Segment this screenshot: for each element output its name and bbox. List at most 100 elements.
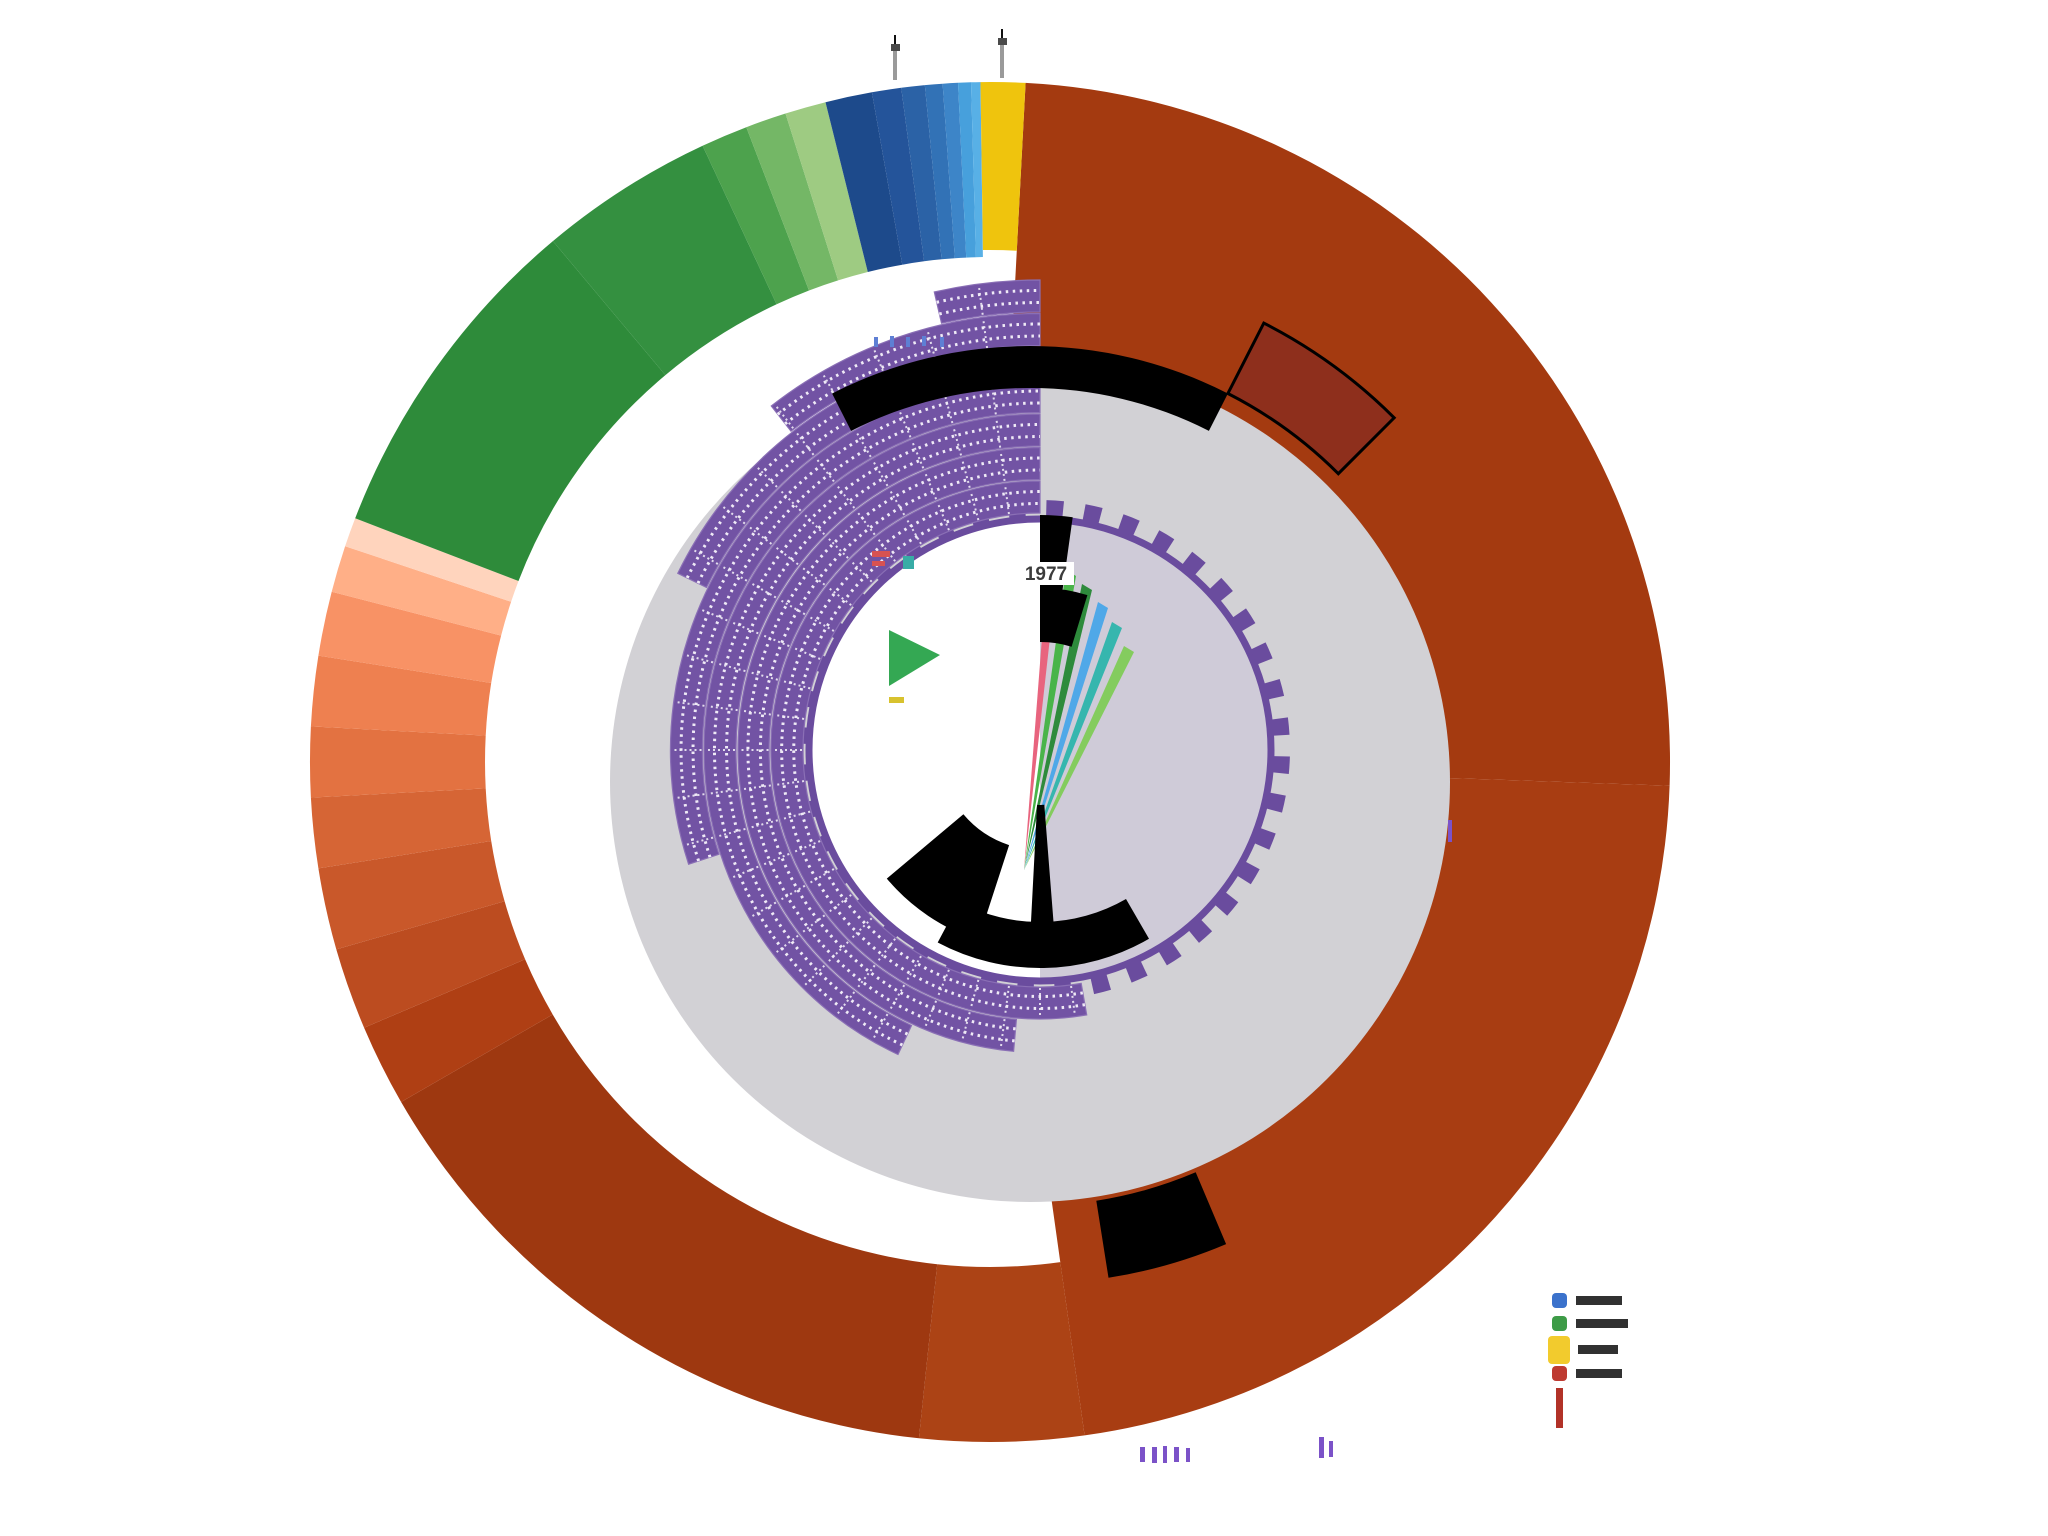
- spiral-cell-divider: [961, 1011, 971, 1042]
- spiral-row-2[interactable]: [703, 413, 1041, 1056]
- gear-tooth: [1046, 500, 1064, 519]
- legend-swatch-3[interactable]: [1552, 1366, 1567, 1381]
- small-mark: [872, 561, 885, 566]
- spiral-cell-divider: [761, 633, 790, 648]
- gear-tooth: [1232, 608, 1256, 632]
- spiral-cell-divider: [826, 894, 852, 914]
- purple-tick-dash: [1174, 1447, 1179, 1462]
- ring-segment-green[interactable]: [355, 241, 666, 581]
- ring-segment-blue[interactable]: [924, 83, 955, 260]
- spiral-cell-divider: [888, 488, 906, 516]
- ring-segment-green[interactable]: [746, 113, 839, 291]
- ring-segment-orange[interactable]: [364, 959, 553, 1102]
- purple-tick-dash: [1319, 1437, 1324, 1458]
- ring-segment-orange[interactable]: [310, 788, 492, 869]
- black-marks: [832, 321, 1397, 1278]
- ring-segment-blue[interactable]: [825, 92, 903, 272]
- ring-segment-blue[interactable]: [971, 82, 983, 258]
- spiral-cell-divider: [854, 430, 872, 458]
- spiral-dotted-arc: [938, 301, 1041, 316]
- ring-segment-blue[interactable]: [871, 87, 925, 265]
- ring-segment-dark-red[interactable]: [1045, 775, 1670, 1436]
- spiral-dotted-arc: [758, 468, 1041, 1031]
- ring-segment-orange[interactable]: [310, 655, 492, 736]
- pin-markers: [891, 29, 1007, 80]
- gear-tooth: [1265, 792, 1286, 813]
- ring-segment-orange[interactable]: [345, 518, 519, 602]
- spiral-cell-divider: [999, 1019, 1006, 1050]
- spiral-cell-divider: [748, 671, 779, 681]
- ring-segment-yellow[interactable]: [980, 82, 1026, 251]
- legend-label-redacted: [1576, 1369, 1622, 1378]
- spiral-cell-divider: [936, 502, 950, 531]
- pin-marker: [893, 48, 897, 80]
- black-mark: [832, 345, 1228, 431]
- ring-segment-green[interactable]: [552, 145, 777, 376]
- spiral-cell-divider: [961, 458, 971, 489]
- ring-segment-dark-red[interactable]: [918, 1262, 1085, 1443]
- spiral-cell-divider: [872, 347, 886, 376]
- spiral-cell-divider: [778, 884, 806, 902]
- spiral-cell-divider: [730, 865, 759, 880]
- ring-segment-dark-red[interactable]: [401, 1014, 938, 1439]
- spiral-cell-divider: [826, 586, 852, 606]
- gear-tooth: [1253, 827, 1276, 850]
- gear-tooth: [1236, 861, 1260, 885]
- spiral-cell-divider: [674, 700, 705, 707]
- spiral-dotted-arc: [784, 334, 1041, 425]
- spiral-cell-divider: [814, 457, 835, 483]
- spiral-cell-divider: [835, 483, 856, 509]
- spiral-cell-divider: [855, 964, 876, 990]
- spiral-dotted-arc: [679, 389, 1041, 862]
- legend-swatch-0[interactable]: [1552, 1293, 1567, 1308]
- spiral-cell-divider: [982, 318, 989, 349]
- legend: [1548, 1293, 1628, 1428]
- legend-label-redacted: [1576, 1319, 1628, 1328]
- spiral-cell-divider: [807, 615, 835, 632]
- blue-tick-dash: [890, 336, 894, 347]
- black-mark: [886, 814, 1010, 941]
- spiral-cell-divider: [905, 955, 922, 983]
- spiral-cell-divider: [995, 417, 1002, 448]
- gear-tooth: [1271, 756, 1290, 774]
- ring-segment-orange[interactable]: [336, 901, 526, 1028]
- spiral-cell-divider: [780, 679, 811, 690]
- ring-segment-orange[interactable]: [318, 591, 502, 683]
- black-mark: [1028, 804, 1057, 962]
- spiral-cell-divider: [778, 598, 806, 616]
- legend-swatch-2[interactable]: [1548, 1336, 1570, 1364]
- spiral-cell-divider: [802, 512, 826, 536]
- ring-segment-green[interactable]: [702, 127, 809, 305]
- spiral-cell-divider: [755, 465, 778, 488]
- small-mark: [872, 551, 890, 557]
- ring-segment-blue[interactable]: [942, 82, 967, 259]
- ring-segment-blue[interactable]: [958, 82, 976, 258]
- gear-tooth: [1271, 717, 1290, 736]
- spiral-cell-divider: [826, 536, 849, 559]
- gear-tooth: [1125, 960, 1148, 983]
- gear-tooth: [1181, 551, 1206, 576]
- center-streak: [1024, 584, 1092, 870]
- ring-segment-orange[interactable]: [309, 726, 486, 798]
- spiral-cell-divider: [716, 662, 746, 673]
- spiral-row-0[interactable]: [770, 480, 1088, 1020]
- ring-segment-orange[interactable]: [318, 841, 505, 950]
- legend-swatch-1[interactable]: [1552, 1316, 1567, 1331]
- ring-segment-orange[interactable]: [331, 546, 512, 636]
- ring-segment-blue[interactable]: [901, 85, 942, 262]
- spiral-cell-divider: [876, 938, 896, 964]
- spiral-cell-divider: [826, 941, 849, 964]
- center-streak: [1024, 622, 1122, 870]
- spiral-cell-divider: [855, 510, 876, 536]
- spiral-cell-divider: [923, 471, 938, 500]
- spiral-cell-divider: [800, 565, 826, 586]
- gear-tooth: [1158, 942, 1182, 966]
- ring-segment-green[interactable]: [785, 102, 868, 281]
- spiral-row-1[interactable]: [737, 446, 1041, 1052]
- spiral-cell-divider: [1070, 985, 1076, 1016]
- legend-red-bar: [1556, 1388, 1563, 1428]
- pin-marker-cap: [998, 38, 1007, 45]
- spiral-cell-divider: [888, 984, 906, 1012]
